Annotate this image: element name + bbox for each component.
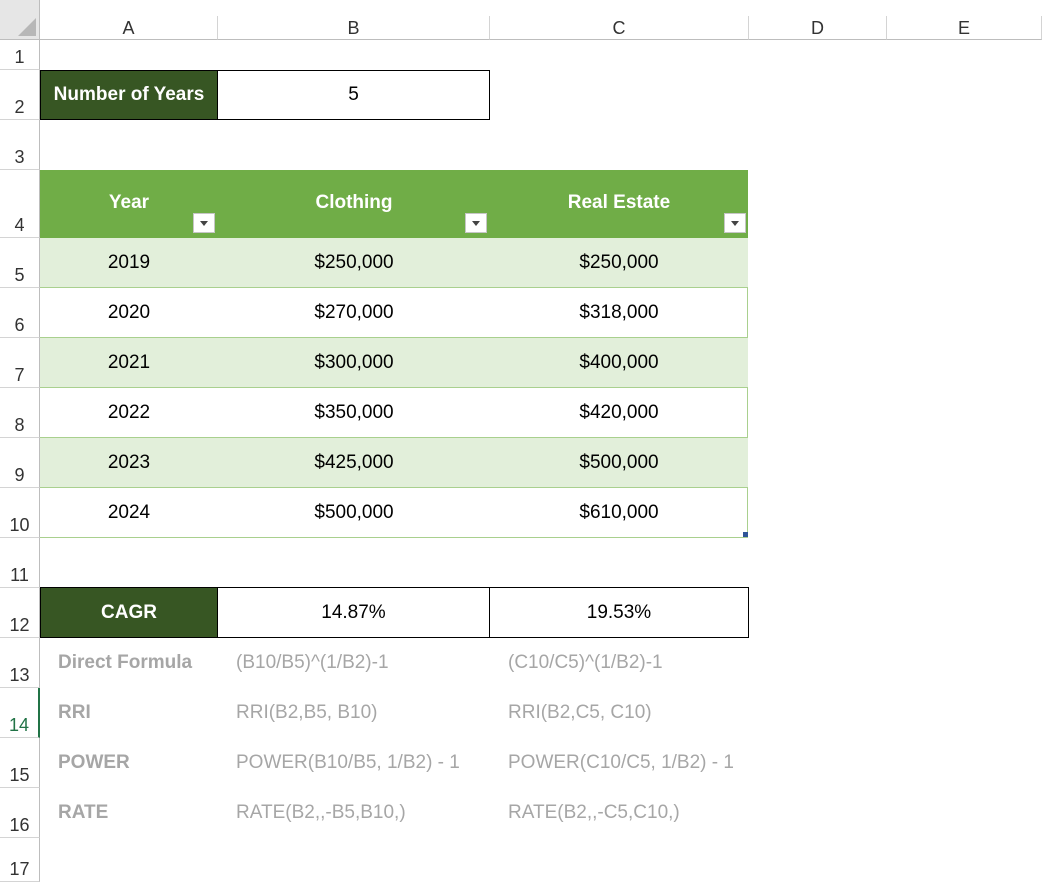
table-cell-real-estate[interactable]: $400,000: [579, 352, 659, 373]
table-row-band: [40, 438, 748, 488]
years-value-cell[interactable]: 5: [217, 70, 490, 120]
formula-label[interactable]: Direct Formula: [58, 652, 193, 673]
column-header-bar: [40, 0, 1042, 16]
filter-dropdown-clothing-icon[interactable]: [465, 213, 487, 233]
table-cell-real-estate[interactable]: $610,000: [579, 502, 659, 523]
table-row-band: [40, 238, 748, 288]
table-row-band: [40, 288, 748, 338]
formula-text-c[interactable]: RATE(B2,,-C5,C10,): [508, 802, 680, 823]
table-cell-year[interactable]: 2021: [107, 352, 151, 373]
table-row-band: [40, 488, 748, 538]
table-header-real-estate[interactable]: Real Estate: [490, 170, 748, 238]
table-cell-clothing[interactable]: $270,000: [314, 302, 394, 323]
row-header-7[interactable]: 7: [0, 338, 40, 388]
table-cell-year[interactable]: 2023: [107, 452, 151, 473]
years-label-cell[interactable]: Number of Years: [40, 70, 218, 120]
row-header-6[interactable]: 6: [0, 288, 40, 338]
select-all-icon: [18, 18, 36, 36]
row-header-8[interactable]: 8: [0, 388, 40, 438]
table-cell-clothing[interactable]: $350,000: [314, 402, 394, 423]
row-header-5[interactable]: 5: [0, 238, 40, 288]
table-cell-real-estate[interactable]: $318,000: [579, 302, 659, 323]
table-cell-clothing[interactable]: $500,000: [314, 502, 394, 523]
table-header-clothing[interactable]: Clothing: [218, 170, 490, 238]
row-header-13[interactable]: 13: [0, 638, 40, 688]
table-cell-clothing[interactable]: $300,000: [314, 352, 394, 373]
formula-text-c[interactable]: (C10/C5)^(1/B2)-1: [508, 652, 663, 673]
formula-label[interactable]: POWER: [58, 752, 130, 773]
table-row-band: [40, 388, 748, 438]
formula-label[interactable]: RATE: [58, 802, 109, 823]
table-cell-real-estate[interactable]: $250,000: [579, 252, 659, 273]
cagr-real-estate-cell[interactable]: 19.53%: [489, 587, 749, 638]
table-cell-year[interactable]: 2020: [107, 302, 151, 323]
column-header-d[interactable]: D: [749, 16, 887, 40]
table-cell-clothing[interactable]: $425,000: [314, 452, 394, 473]
formula-label[interactable]: RRI: [58, 702, 91, 723]
row-header-17[interactable]: 17: [0, 838, 40, 882]
row-header-10[interactable]: 10: [0, 488, 40, 538]
table-resize-handle[interactable]: [743, 532, 748, 537]
filter-dropdown-real-estate-icon[interactable]: [724, 213, 746, 233]
table-cell-year[interactable]: 2019: [107, 252, 151, 273]
row-header-2[interactable]: 2: [0, 70, 40, 120]
table-cell-year[interactable]: 2024: [107, 502, 151, 523]
row-header-4[interactable]: 4: [0, 170, 40, 238]
row-header-12[interactable]: 12: [0, 588, 40, 638]
formula-text-b[interactable]: RRI(B2,B5, B10): [236, 702, 378, 723]
formula-text-c[interactable]: RRI(B2,C5, C10): [508, 702, 652, 723]
formula-text-c[interactable]: POWER(C10/C5, 1/B2) - 1: [508, 752, 734, 773]
row-header-9[interactable]: 9: [0, 438, 40, 488]
row-header-16[interactable]: 16: [0, 788, 40, 838]
cagr-label-cell[interactable]: CAGR: [40, 587, 218, 638]
column-header-a[interactable]: A: [40, 16, 218, 40]
column-header-b[interactable]: B: [218, 16, 490, 40]
table-cell-clothing[interactable]: $250,000: [314, 252, 394, 273]
cagr-clothing-cell[interactable]: 14.87%: [217, 587, 490, 638]
row-header-15[interactable]: 15: [0, 738, 40, 788]
table-header-year[interactable]: Year: [40, 170, 218, 238]
row-header-1[interactable]: 1: [0, 40, 40, 70]
formula-text-b[interactable]: POWER(B10/B5, 1/B2) - 1: [236, 752, 460, 773]
formula-text-b[interactable]: (B10/B5)^(1/B2)-1: [236, 652, 389, 673]
row-header-11[interactable]: 11: [0, 538, 40, 588]
column-header-e[interactable]: E: [887, 16, 1042, 40]
table-cell-year[interactable]: 2022: [107, 402, 151, 423]
formula-text-b[interactable]: RATE(B2,,-B5,B10,): [236, 802, 406, 823]
column-header-c[interactable]: C: [490, 16, 749, 40]
row-header-14[interactable]: 14: [0, 688, 40, 738]
filter-dropdown-year-icon[interactable]: [193, 213, 215, 233]
row-header-3[interactable]: 3: [0, 120, 40, 170]
select-all-button[interactable]: [0, 0, 40, 40]
table-cell-real-estate[interactable]: $500,000: [579, 452, 659, 473]
table-cell-real-estate[interactable]: $420,000: [579, 402, 659, 423]
table-row-band: [40, 338, 748, 388]
